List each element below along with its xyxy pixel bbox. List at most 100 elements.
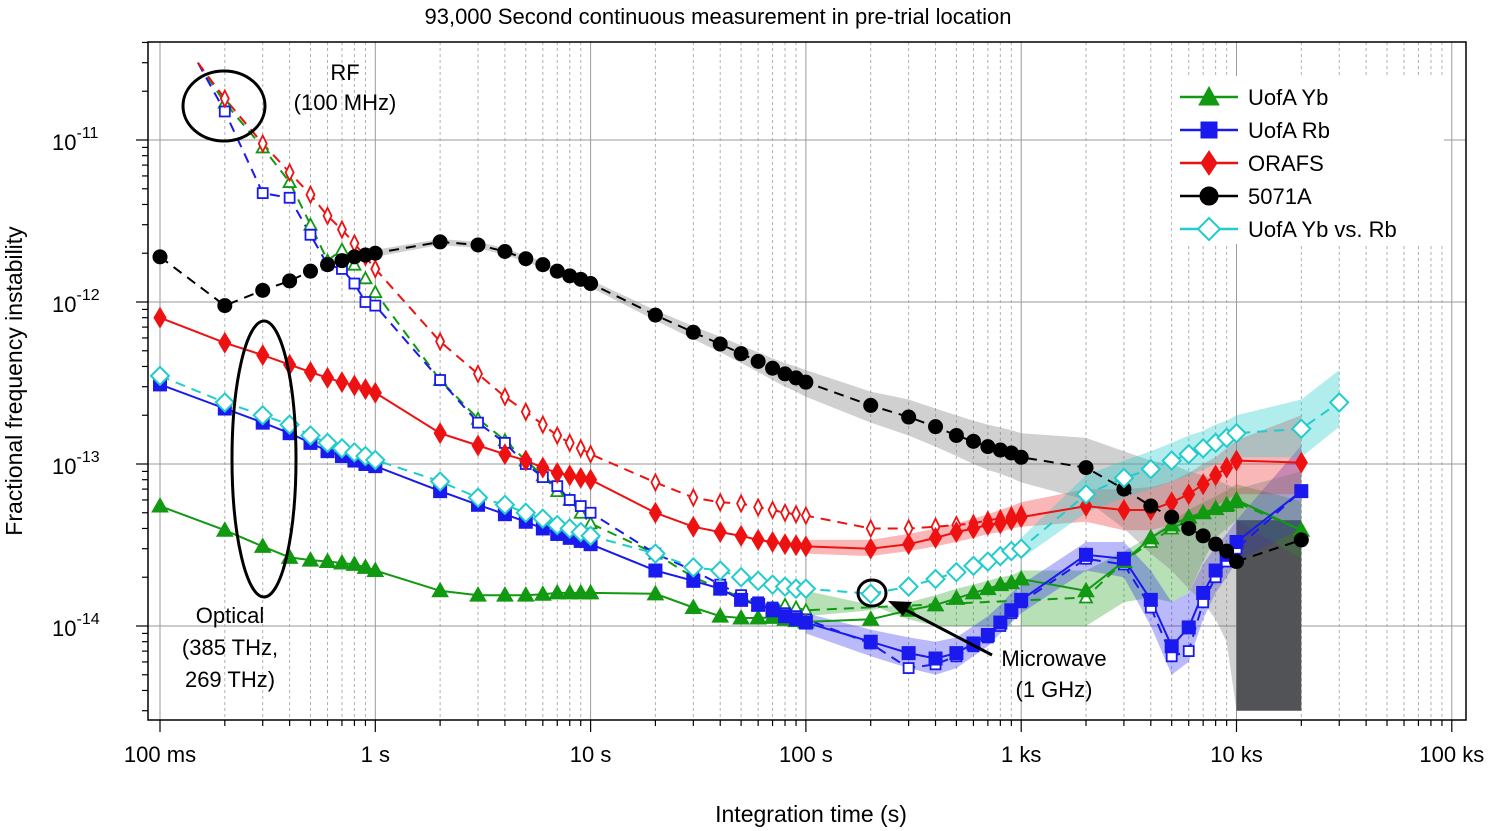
dashed-data-point [219, 88, 230, 109]
data-point [347, 374, 362, 397]
data-point [860, 583, 882, 605]
optical-label-line2: (385 THz, [182, 635, 278, 660]
data-point [1116, 551, 1131, 566]
data-point [863, 397, 879, 413]
dashed-data-point [499, 386, 510, 407]
legend-label: UofA Yb vs. Rb [1248, 217, 1397, 242]
data-point [1294, 451, 1308, 474]
x-tick-label: 10 s [570, 742, 612, 767]
data-point [1219, 543, 1235, 559]
data-point [253, 537, 272, 553]
dashed-data-point [563, 494, 576, 506]
dashed-data-point [552, 425, 563, 446]
data-point [965, 433, 981, 449]
dashed-data-point [688, 487, 699, 508]
dashed-data-point [256, 187, 269, 200]
data-point [1220, 456, 1234, 479]
data-point [1014, 506, 1028, 529]
data-point [215, 521, 234, 537]
data-point [747, 570, 769, 592]
legend-label: UofA Rb [1248, 118, 1330, 143]
data-point [153, 306, 167, 329]
x-tick-label: 1 s [361, 742, 390, 767]
data-point [1195, 528, 1211, 544]
legend-marker [1200, 150, 1218, 176]
dashed-data-point [283, 191, 296, 204]
data-point [255, 282, 271, 298]
dashed-data-point [573, 504, 589, 519]
dashed-data-point [791, 504, 802, 525]
data-point [945, 561, 967, 583]
uncertainty-band [375, 239, 1302, 711]
data-point [1012, 570, 1031, 586]
dashed-data-point [370, 258, 381, 279]
data-point [366, 561, 385, 578]
data-point [429, 471, 451, 492]
data-point [214, 391, 236, 413]
data-point [1164, 639, 1179, 654]
data-point [778, 533, 792, 556]
x-tick-label: 10 ks [1210, 742, 1263, 767]
data-point [993, 615, 1008, 630]
data-point [303, 360, 318, 383]
data-point [765, 531, 780, 553]
data-point [335, 371, 349, 394]
data-point [713, 521, 727, 544]
data-point [1143, 592, 1158, 607]
data-point [949, 646, 964, 661]
data-point [584, 468, 598, 491]
tick-layer: 100 ms 1 s 10 s 100 s 1 ks 10 ks 100 ks 10-11 10… [52, 41, 1484, 767]
data-point [432, 234, 448, 250]
dashed-data-point [1182, 645, 1195, 657]
data-point [1229, 554, 1244, 570]
data-point [644, 543, 666, 564]
data-point [928, 419, 944, 435]
dashed-data-point [257, 133, 268, 154]
data-point [1075, 483, 1097, 505]
data-point [948, 427, 964, 443]
microwave-label-line2: (1 GHz) [1016, 677, 1093, 702]
data-point [515, 502, 537, 524]
data-point [765, 603, 780, 618]
dashed-data-point [348, 277, 361, 290]
dashed-data-point [800, 505, 811, 526]
data-point [1226, 422, 1247, 444]
data-point [1010, 538, 1032, 560]
data-point [926, 595, 945, 612]
data-point [334, 253, 350, 269]
data-point [751, 597, 766, 612]
legend-item: ORAFS [1180, 150, 1324, 176]
data-point [1004, 603, 1019, 618]
data-point [861, 610, 880, 626]
data-point [981, 514, 995, 537]
data-point [1328, 391, 1350, 413]
optical-annotation: Optical (385 THz, 269 THz) [182, 319, 298, 692]
data-point [864, 537, 878, 560]
legend-marker [1198, 85, 1220, 106]
data-point [149, 365, 171, 387]
data-point [548, 583, 567, 600]
marker-layer [149, 88, 1350, 674]
y-tick-label: 10-12 [52, 287, 100, 317]
data-point [978, 579, 997, 596]
data-point [795, 578, 817, 600]
dashed-data-point [753, 497, 764, 518]
data-point [358, 378, 373, 401]
data-point [301, 551, 320, 567]
data-point [1194, 503, 1213, 520]
data-point [646, 584, 665, 601]
data-point [685, 324, 701, 340]
data-point [730, 566, 752, 588]
data-point [765, 360, 781, 376]
data-point [1079, 547, 1094, 562]
data-point [1143, 498, 1159, 514]
data-point [218, 331, 232, 354]
x-tick-label: 100 ks [1419, 742, 1484, 767]
data-point [980, 439, 996, 455]
dashed-data-point [284, 162, 295, 183]
data-point [580, 525, 602, 547]
legend-item: UofA Rb [1180, 118, 1330, 143]
y-axis-title: Fractional frequency instability [1, 226, 27, 536]
data-point [151, 497, 169, 513]
data-point [1140, 458, 1162, 480]
